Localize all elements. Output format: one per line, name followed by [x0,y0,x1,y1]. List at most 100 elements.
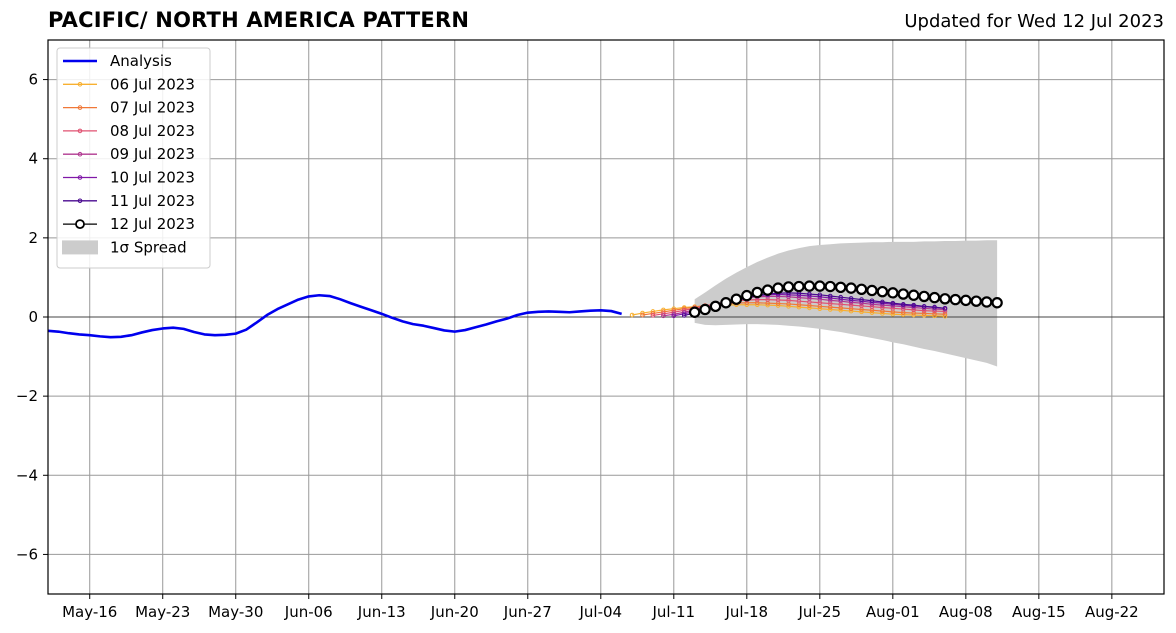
x-tick-label: Jul-25 [798,603,842,621]
forecast-point [890,300,896,306]
y-tick-label: −2 [16,387,38,405]
legend-swatch [62,240,98,255]
forecast-point [793,280,805,293]
forecast-point [866,284,878,297]
x-tick-label: Jul-04 [578,603,622,621]
forecast-point [688,306,701,318]
x-tick-label: May-30 [208,603,263,621]
forecast-point [681,311,687,317]
legend-marker [77,151,83,157]
legend-label: 12 Jul 2023 [110,215,195,233]
forecast-point [900,302,906,307]
spread-layer [694,240,998,367]
forecast-point [661,313,666,319]
spread-band [694,240,998,367]
forecast-point [681,313,687,318]
forecast-point [876,285,889,298]
forecast-point [730,293,743,305]
forecast-point [960,294,972,307]
y-tick-label: 2 [28,229,38,247]
forecast-point [814,280,826,292]
forecast-point [709,300,722,313]
forecast-point [848,302,854,308]
forecast-point [834,281,847,294]
legend-marker [77,175,83,180]
x-tick-label: Aug-08 [939,603,993,621]
legend-marker [77,105,83,110]
x-tick-label: Jun-13 [357,603,406,621]
analysis-line [47,293,622,339]
x-tick-label: Aug-15 [1012,603,1066,621]
forecast-line [631,304,945,317]
forecast-point [671,311,677,317]
forecast-point [817,292,823,298]
legend-label: 06 Jul 2023 [110,75,195,93]
legend-marker [75,219,85,230]
forecast-point [911,302,916,308]
forecast-point [970,295,982,307]
forecast-point [629,312,635,318]
forecast-point [741,289,753,302]
forecast-point [942,305,948,311]
forecast-point [918,290,930,303]
forecast-point [991,297,1003,309]
legend-marker [77,128,83,134]
axes: May-16 May-23 May-30 Jun-06 Jun-13 Jun-20 Jun-… [16,71,1139,621]
x-tick-label: Jul-11 [651,603,695,621]
forecast-point [932,311,937,317]
forecast-point [859,297,864,302]
forecast-point [921,311,927,316]
chart-subtitle: Updated for Wed 12 Jul 2023 [904,11,1164,32]
forecast-point [932,304,937,310]
legend-label: 07 Jul 2023 [110,99,195,117]
forecast-point [782,281,795,293]
forecast-point [827,293,833,299]
plot-frame [47,39,1165,595]
forecast-point [942,311,948,317]
y-tick-label: −6 [16,545,38,563]
forecast-point [807,291,812,297]
legend-label: 11 Jul 2023 [110,192,195,210]
forecast-point [751,286,763,299]
forecast-point [650,313,656,318]
x-tick-label: Aug-22 [1085,603,1139,621]
forecast-point [855,283,868,295]
x-tick-label: Jun-20 [430,603,479,621]
forecast-point [869,298,875,304]
forecast-point [939,293,951,305]
y-tick-label: 4 [28,150,38,168]
y-tick-label: 6 [28,71,38,89]
forecast-point [921,304,927,309]
legend-marker [77,198,83,204]
legend-marker [77,82,83,87]
legend: Analysis 06 Jul 2023 07 Jul 2023 08 Jul 202… [56,47,211,269]
x-tick-label: Jun-06 [284,603,333,621]
forecast-point [848,296,854,301]
forecast-point [803,280,816,292]
x-tick-label: May-16 [62,603,117,621]
y-tick-label: −4 [16,466,38,484]
legend-label: 1σ Spread [110,238,187,256]
forecast-point [928,291,941,304]
forecast-point [880,299,885,305]
forecast-point [897,288,909,300]
series-layer [47,280,1003,339]
forecast-point [845,282,857,294]
forecast-point [838,294,843,300]
legend-label: 08 Jul 2023 [110,122,195,140]
forecast-point [720,297,732,309]
x-tick-label: May-23 [135,603,190,621]
forecast-point [699,303,711,316]
forecast-point [640,312,645,318]
x-tick-label: Jul-18 [724,603,768,621]
legend-label: Analysis [110,52,172,70]
x-tick-label: Aug-01 [866,603,920,621]
forecast-point [772,282,784,294]
forecast-point [859,303,864,309]
forecast-point [671,313,677,319]
forecast-point [761,284,774,296]
forecast-point [942,313,948,319]
legend-label: 09 Jul 2023 [110,145,195,163]
forecast-point [887,287,899,299]
